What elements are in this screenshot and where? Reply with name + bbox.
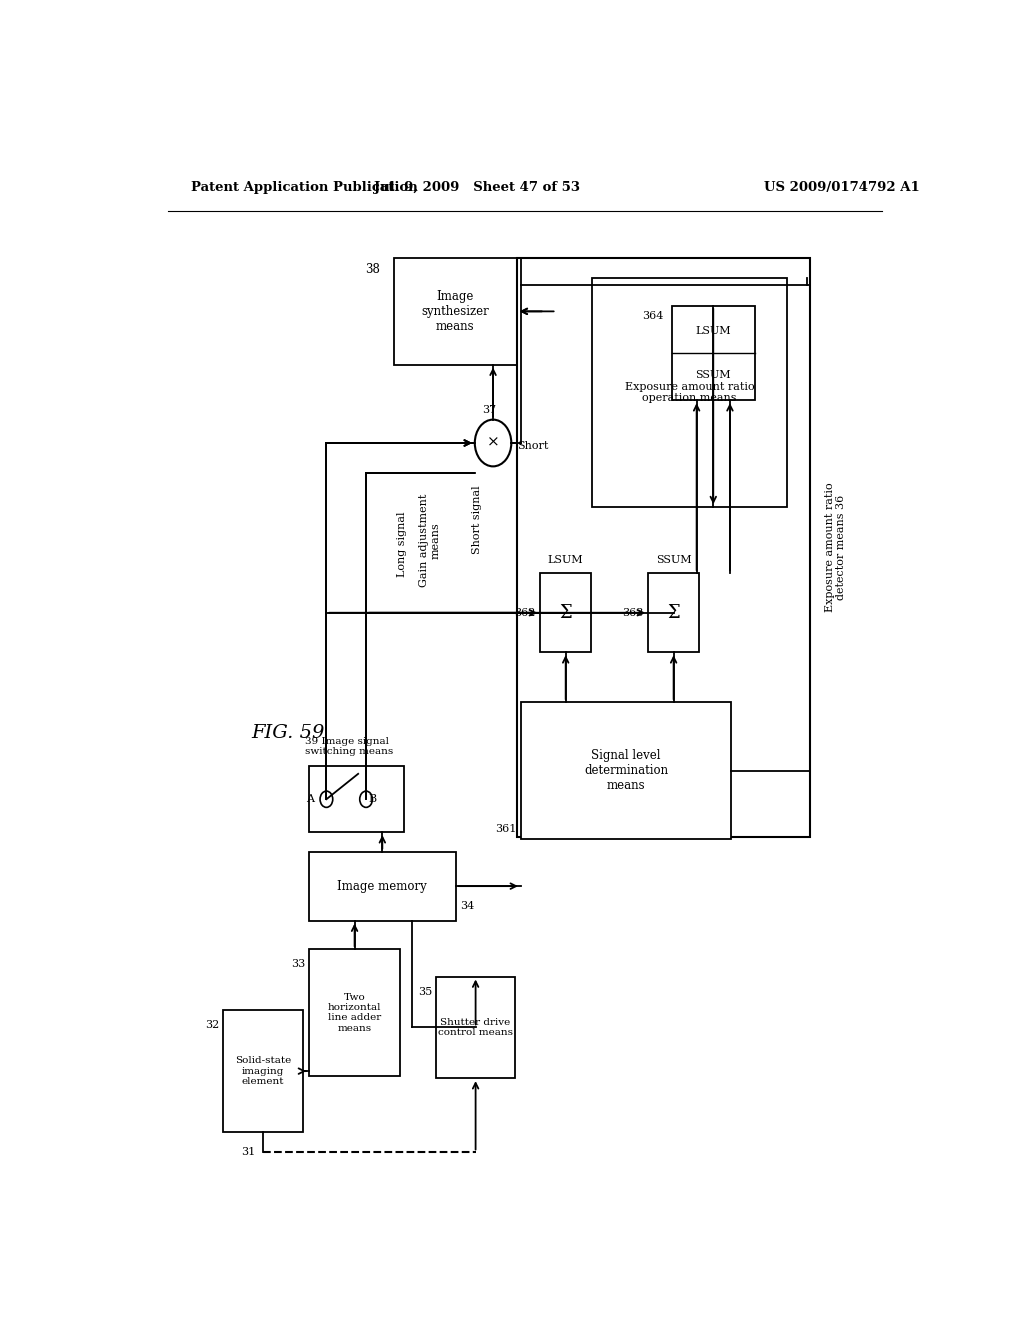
Text: FIG. 59: FIG. 59 xyxy=(251,723,325,742)
Text: US 2009/0174792 A1: US 2009/0174792 A1 xyxy=(764,181,921,194)
Text: Image memory: Image memory xyxy=(338,879,427,892)
Bar xyxy=(521,702,731,840)
Text: 31: 31 xyxy=(241,1147,255,1158)
Text: Patent Application Publication: Patent Application Publication xyxy=(191,181,418,194)
Text: LSUM: LSUM xyxy=(695,326,731,337)
Text: SSUM: SSUM xyxy=(655,554,691,565)
Text: 361: 361 xyxy=(496,824,517,834)
Text: Exposure amount ratio
detector means 36: Exposure amount ratio detector means 36 xyxy=(824,483,847,612)
Text: Image
synthesizer
means: Image synthesizer means xyxy=(422,290,489,333)
Text: Short signal: Short signal xyxy=(472,484,482,553)
Text: Signal level
determination
means: Signal level determination means xyxy=(584,750,668,792)
Text: Gain adjustment
means: Gain adjustment means xyxy=(419,494,440,587)
Bar xyxy=(592,279,786,507)
Text: 364: 364 xyxy=(642,312,664,321)
Text: 35: 35 xyxy=(418,987,432,997)
Text: 32: 32 xyxy=(205,1020,219,1031)
Text: Short: Short xyxy=(517,441,548,451)
Text: Exposure amount ratio
operation means: Exposure amount ratio operation means xyxy=(625,381,755,404)
Bar xyxy=(540,573,592,652)
Text: Jul. 9, 2009   Sheet 47 of 53: Jul. 9, 2009 Sheet 47 of 53 xyxy=(374,181,581,194)
Text: 37: 37 xyxy=(482,404,497,414)
Circle shape xyxy=(359,791,373,808)
Text: SSUM: SSUM xyxy=(695,370,731,380)
Bar xyxy=(309,851,456,921)
Bar xyxy=(517,257,811,837)
Text: LSUM: LSUM xyxy=(548,554,584,565)
Text: 38: 38 xyxy=(365,263,380,276)
Bar xyxy=(436,977,515,1078)
Text: Long signal: Long signal xyxy=(396,512,407,577)
Text: Shutter drive
control means: Shutter drive control means xyxy=(438,1018,513,1038)
Bar xyxy=(648,573,699,652)
Bar xyxy=(223,1010,303,1133)
Text: Σ: Σ xyxy=(668,603,680,622)
Text: Two
horizontal
line adder
means: Two horizontal line adder means xyxy=(328,993,381,1032)
Text: 34: 34 xyxy=(460,900,474,911)
Text: 363: 363 xyxy=(623,607,644,618)
Text: A: A xyxy=(306,795,314,804)
Text: 362: 362 xyxy=(514,607,536,618)
Text: 33: 33 xyxy=(291,960,305,969)
Circle shape xyxy=(475,420,511,466)
Circle shape xyxy=(321,791,333,808)
Text: 39 Image signal
switching means: 39 Image signal switching means xyxy=(305,737,393,756)
Text: Σ: Σ xyxy=(559,603,572,622)
Text: Solid-state
imaging
element: Solid-state imaging element xyxy=(234,1056,291,1086)
Bar xyxy=(672,306,755,400)
Text: B: B xyxy=(369,795,377,804)
Bar xyxy=(394,257,517,364)
Text: ×: × xyxy=(486,436,500,450)
Bar xyxy=(309,766,404,833)
Bar xyxy=(309,949,400,1076)
